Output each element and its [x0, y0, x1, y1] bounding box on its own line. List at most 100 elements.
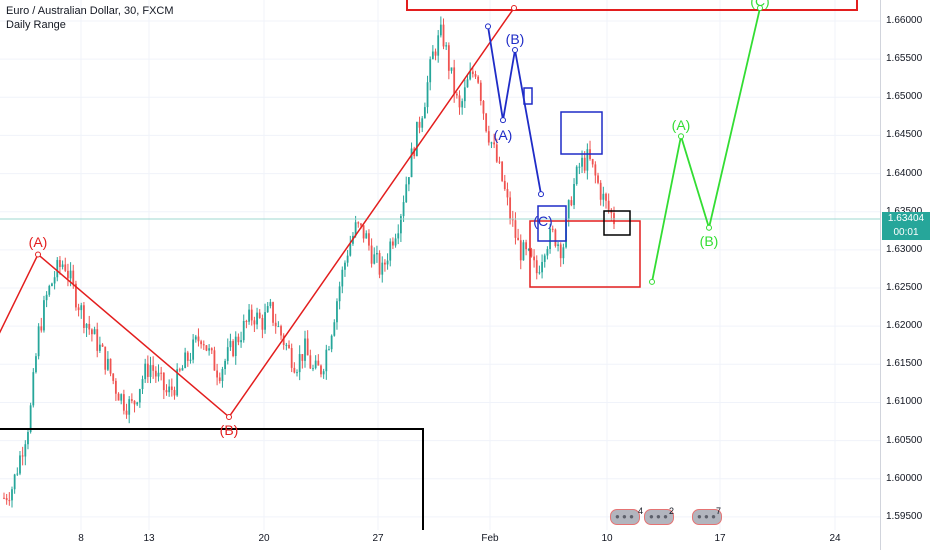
candle-body: [322, 371, 325, 375]
blue-wave-line-point: [500, 117, 506, 124]
candle-body: [266, 306, 269, 313]
price-tick-label: 1.62000: [886, 320, 923, 332]
candle-body: [376, 253, 378, 255]
candle-body: [242, 320, 245, 341]
event-icon: ● ● ●: [697, 512, 716, 521]
candle-body: [216, 370, 219, 378]
zone-box-blue-small: [537, 205, 567, 242]
candle-body: [370, 245, 373, 264]
candle-body: [368, 233, 370, 246]
candle-body: [458, 95, 461, 108]
candle-body: [181, 368, 184, 371]
candle-body: [517, 237, 520, 241]
candle-body: [53, 277, 56, 284]
candle-body: [96, 329, 99, 351]
candle-body: [333, 322, 336, 336]
price-tick-label: 1.66000: [886, 15, 923, 26]
price-axis[interactable]: [880, 0, 932, 550]
candle-body: [328, 349, 330, 351]
candle-body: [546, 249, 549, 256]
price-tick-label: 1.65500: [886, 53, 923, 65]
candle-body: [125, 410, 128, 415]
candle-body: [493, 142, 496, 145]
time-tick-label: 24: [829, 533, 841, 544]
candle-body: [386, 260, 389, 265]
candle-body: [112, 373, 115, 381]
blue-wave-label-a: (A): [493, 127, 513, 143]
price-tick-label: 1.62500: [886, 282, 923, 293]
event-badge-1[interactable]: ● ● ●: [610, 509, 640, 525]
blue-wave-line: [487, 26, 542, 195]
candle-body: [397, 233, 400, 239]
red-wave-line-point: [35, 251, 41, 258]
current-price-tag: 1.63404: [882, 212, 930, 226]
candle-body: [581, 157, 583, 167]
candle-body: [541, 261, 543, 273]
candle-body: [466, 79, 469, 88]
candle-body: [157, 372, 160, 377]
zone-box-black: [603, 210, 631, 236]
candle-body: [104, 346, 107, 370]
candle-body: [146, 363, 149, 377]
candle-body: [282, 335, 285, 345]
candle-body: [477, 76, 480, 83]
candle-body: [13, 474, 16, 490]
candle-body: [154, 370, 157, 377]
event-icon: ● ● ●: [615, 512, 634, 521]
candle-body: [583, 157, 586, 171]
candle-body: [197, 336, 200, 342]
green-projection-line-point: [678, 133, 684, 140]
candle-body: [306, 338, 309, 356]
candle-body: [402, 202, 405, 217]
candle-body: [293, 367, 296, 373]
green-wave-label-a: (A): [671, 117, 691, 133]
candle-body: [250, 309, 253, 321]
candle-body: [80, 305, 83, 311]
candle-body: [40, 326, 43, 331]
candle-body: [75, 283, 77, 308]
candle-body: [16, 473, 19, 475]
event-badge-3[interactable]: ● ● ●: [692, 509, 722, 525]
candle-body: [439, 24, 442, 36]
candle-body: [269, 302, 272, 307]
candle-body: [535, 260, 538, 274]
candle-body: [11, 489, 13, 501]
candle-body: [384, 262, 386, 265]
event-badge-2[interactable]: ● ● ●: [644, 509, 674, 525]
candle-body: [29, 405, 32, 433]
blue-wave-line-point: [538, 191, 544, 198]
candle-body: [429, 59, 432, 83]
candle-body: [48, 285, 51, 295]
candle-body: [501, 161, 504, 181]
candle-body: [98, 344, 101, 351]
candle-body: [575, 166, 578, 184]
candle-body: [591, 159, 594, 165]
candle-body: [503, 180, 506, 190]
candle-body: [264, 312, 266, 330]
candle-body: [599, 182, 602, 200]
candle-body: [498, 161, 501, 163]
candle-body: [256, 312, 258, 325]
red-wave-line-point: [226, 413, 232, 420]
candle-body: [567, 200, 570, 219]
candle-body: [253, 320, 256, 325]
candle-body: [117, 393, 120, 401]
candle-body: [312, 368, 314, 370]
candle-body: [469, 71, 472, 80]
candle-body: [514, 220, 517, 238]
zone-box-blue-large: [560, 111, 603, 155]
red-wave-label-b: (B): [219, 422, 239, 438]
candle-body: [234, 336, 237, 357]
candle-body: [168, 386, 171, 393]
candle-body: [597, 175, 599, 183]
candle-body: [27, 432, 29, 445]
event-icon: ● ● ●: [649, 512, 668, 521]
candle-body: [479, 82, 482, 101]
candle-body: [354, 222, 357, 236]
candle-body: [128, 399, 131, 415]
candle-body: [72, 270, 75, 284]
time-tick-label: 27: [372, 533, 384, 544]
candle-body: [423, 107, 426, 119]
